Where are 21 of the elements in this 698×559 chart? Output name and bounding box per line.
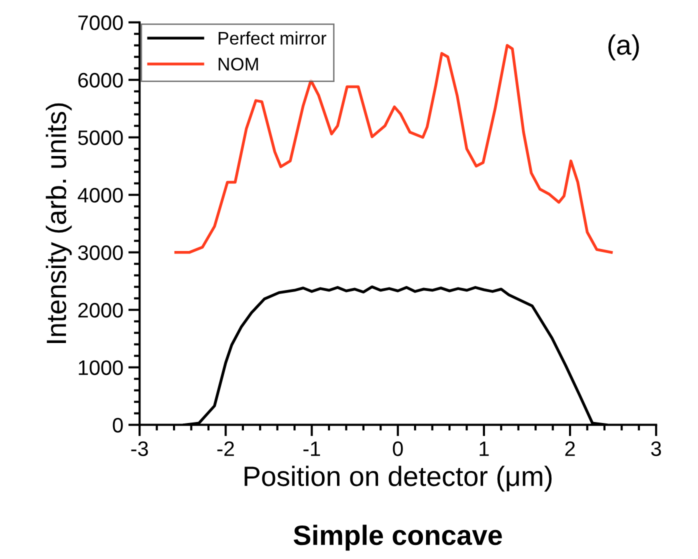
x-tick-label: 1 bbox=[480, 442, 489, 456]
y-tick-label: 5000 bbox=[78, 130, 123, 146]
y-tick-label: 4000 bbox=[78, 188, 123, 203]
x-tick-label: 0 bbox=[392, 441, 403, 456]
x-tick-label: -3 bbox=[131, 441, 148, 456]
text: Simple concave bbox=[294, 524, 502, 551]
x-tick-label: -1 bbox=[303, 442, 320, 456]
y-tick-label: 0 bbox=[112, 418, 123, 433]
x-tick-label: -2 bbox=[217, 441, 234, 456]
x-axis-title: Position on detector (μm) bbox=[244, 466, 552, 492]
legend-label: NOM bbox=[218, 58, 258, 71]
y-axis-title: Intensity (arb. units) bbox=[46, 103, 72, 343]
annotation: (a) bbox=[608, 34, 639, 60]
y-tick-label: 1000 bbox=[78, 360, 123, 376]
y-tick-label: 6000 bbox=[78, 72, 123, 88]
y-tick-label: 3000 bbox=[78, 245, 123, 260]
x-tick-label: 2 bbox=[565, 441, 575, 456]
y-tick-label: 2000 bbox=[78, 302, 123, 318]
legend-label: Perfect mirror bbox=[218, 31, 326, 45]
x-tick-label: 3 bbox=[651, 441, 661, 456]
y-tick-label: 7000 bbox=[78, 15, 123, 30]
